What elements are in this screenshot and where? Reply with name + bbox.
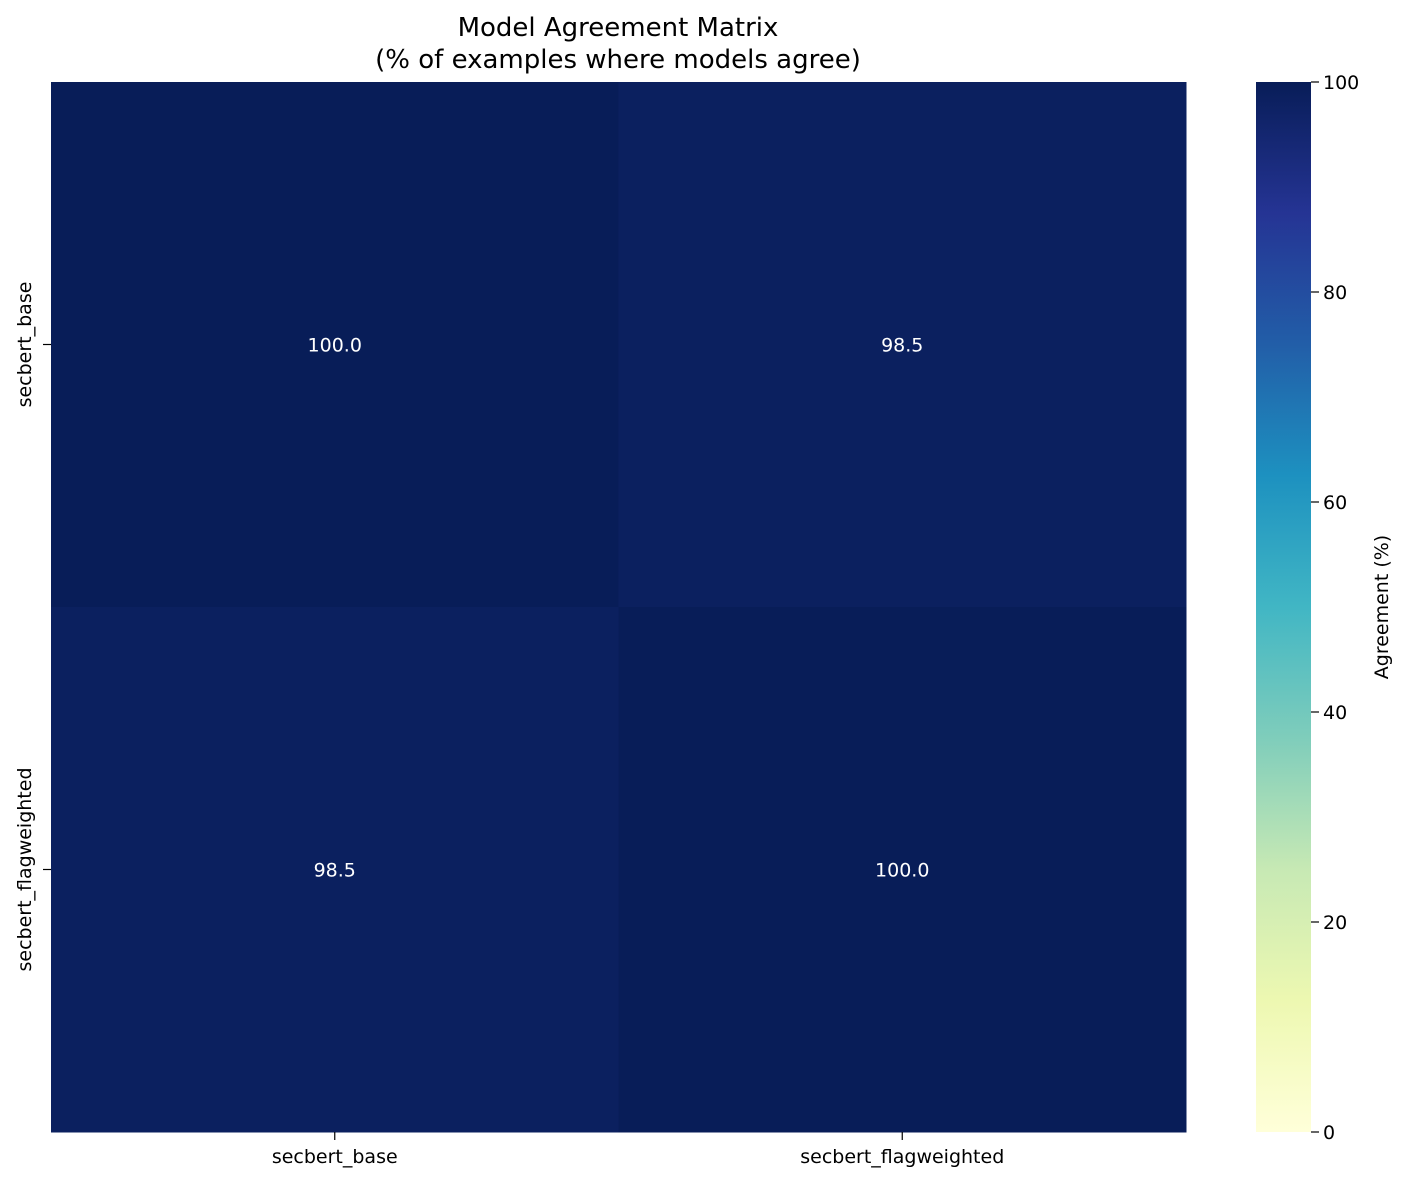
cell-value-label: 100.0 [308, 335, 362, 357]
colorbar-tick-label: 0 [1323, 1122, 1335, 1144]
heatmap-cell [618, 607, 1187, 1133]
colorbar-tick-label: 80 [1323, 282, 1347, 304]
y-tick-label: secbert_base [14, 282, 36, 408]
x-tick-label: secbert_flagweighted [800, 1146, 1004, 1168]
x-axis: secbert_base secbert_flagweighted [272, 1132, 1004, 1168]
chart-title-line-2: (% of examples where models agree) [375, 45, 861, 75]
chart-title: Model Agreement Matrix (% of examples wh… [375, 13, 861, 75]
colorbar: 0 20 40 60 80 100 Agreement (%) [1256, 72, 1393, 1144]
heatmap-cell [618, 82, 1187, 608]
colorbar-ticks: 0 20 40 60 80 100 [1311, 72, 1359, 1144]
colorbar-gradient [1256, 82, 1311, 1132]
x-tick-label: secbert_base [272, 1146, 398, 1168]
heatmap-cell [51, 82, 619, 608]
y-axis: secbert_base secbert_flagweighted [14, 282, 51, 972]
colorbar-tick-label: 40 [1323, 702, 1347, 724]
y-tick-label: secbert_flagweighted [14, 767, 36, 971]
colorbar-tick-label: 100 [1323, 72, 1359, 94]
cell-value-label: 100.0 [875, 860, 929, 882]
cell-value-label: 98.5 [881, 335, 923, 357]
chart-title-line-1: Model Agreement Matrix [458, 13, 779, 43]
colorbar-tick-label: 60 [1323, 492, 1347, 514]
colorbar-tick-label: 20 [1323, 912, 1347, 934]
heatmap-cell [51, 607, 619, 1133]
colorbar-label: Agreement (%) [1371, 535, 1393, 679]
heatmap-cells: 100.0 98.5 98.5 100.0 [51, 82, 1187, 1133]
cell-value-label: 98.5 [314, 860, 356, 882]
